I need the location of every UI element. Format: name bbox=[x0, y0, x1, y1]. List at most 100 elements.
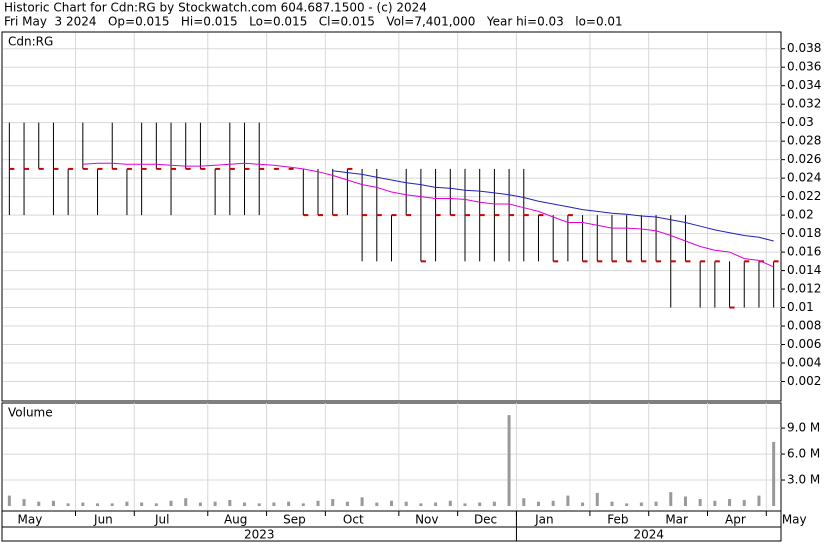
y-tick-label: 0.036 bbox=[787, 60, 821, 74]
volume-bar bbox=[316, 500, 320, 506]
volume-bar bbox=[184, 498, 188, 506]
volume-bar bbox=[625, 503, 629, 506]
volume-bar bbox=[581, 502, 585, 506]
volume-bar bbox=[419, 503, 423, 506]
y-tick-label: 0.018 bbox=[787, 226, 821, 240]
moving-average bbox=[332, 170, 774, 242]
volume-bar bbox=[22, 499, 26, 506]
volume-bar bbox=[669, 492, 673, 506]
x-tick-label: Dec bbox=[474, 513, 497, 527]
y-tick-label: 0.024 bbox=[787, 171, 821, 185]
volume-bar bbox=[257, 503, 261, 506]
volume-bar bbox=[492, 501, 496, 506]
y-tick-label: 0.032 bbox=[787, 97, 821, 111]
y-tick-label: 0.03 bbox=[787, 115, 814, 129]
x-tick-label: Apr bbox=[725, 513, 746, 527]
volume-bar bbox=[772, 441, 776, 506]
year-label: 2024 bbox=[633, 528, 664, 542]
volume-bar bbox=[404, 501, 408, 506]
x-tick-label: Sep bbox=[283, 513, 306, 527]
y-tick-label: 0.022 bbox=[787, 189, 821, 203]
volume-bar bbox=[331, 499, 335, 506]
panel-label: Cdn:RG bbox=[8, 35, 53, 49]
volume-bar bbox=[654, 501, 658, 506]
y-tick-label: 6.0 M bbox=[787, 447, 820, 461]
y-tick-label: 0.008 bbox=[787, 319, 821, 333]
volume-bar bbox=[448, 500, 452, 506]
volume-bar bbox=[96, 503, 100, 506]
x-tick-label: Jan bbox=[534, 513, 554, 527]
volume-bar bbox=[37, 501, 41, 506]
y-tick-label: 0.006 bbox=[787, 337, 821, 351]
volume-bar bbox=[125, 501, 129, 506]
chart-subtitle: Fri May 3 2024 Op=0.015 Hi=0.015 Lo=0.01… bbox=[4, 15, 623, 29]
y-tick-label: 0.012 bbox=[787, 282, 821, 296]
volume-bar bbox=[140, 502, 144, 506]
y-tick-label: 0.02 bbox=[787, 208, 814, 222]
chart-title: Historic Chart for Cdn:RG by Stockwatch.… bbox=[4, 1, 427, 15]
volume-bar bbox=[169, 500, 173, 506]
volume-bar bbox=[228, 499, 232, 506]
volume-bar bbox=[639, 502, 643, 506]
year-label: 2023 bbox=[244, 528, 275, 542]
y-tick-label: 0.038 bbox=[787, 41, 821, 55]
volume-bar bbox=[213, 501, 217, 506]
y-tick-label: 0.01 bbox=[787, 300, 814, 314]
volume-bar bbox=[198, 502, 202, 506]
y-tick-label: 0.002 bbox=[787, 374, 821, 388]
volume-bar bbox=[390, 500, 393, 506]
y-tick-label: 0.034 bbox=[787, 78, 821, 92]
x-tick-label: Feb bbox=[607, 513, 628, 527]
y-tick-label: 9.0 M bbox=[787, 421, 820, 435]
volume-bar bbox=[728, 499, 732, 506]
volume-bar bbox=[7, 495, 11, 506]
volume-bar bbox=[243, 502, 247, 506]
volume-bar bbox=[66, 503, 70, 506]
y-tick-label: 0.014 bbox=[787, 263, 821, 277]
volume-bar bbox=[81, 502, 85, 506]
volume-bar bbox=[742, 499, 746, 506]
y-tick-label: 0.026 bbox=[787, 152, 821, 166]
x-tick-label: Nov bbox=[415, 513, 438, 527]
volume-bar bbox=[51, 500, 55, 506]
date-axis bbox=[1, 510, 782, 542]
volume-label: Volume bbox=[8, 406, 53, 420]
volume-bar bbox=[110, 503, 114, 506]
y-tick-label: 3.0 M bbox=[787, 473, 820, 487]
x-tick-label: Aug bbox=[224, 513, 247, 527]
volume-bar bbox=[698, 499, 702, 506]
volume-bar bbox=[375, 502, 379, 506]
volume-bar bbox=[345, 501, 349, 506]
volume-bar bbox=[595, 493, 599, 506]
volume-bar bbox=[507, 415, 511, 506]
volume-bar bbox=[478, 502, 482, 506]
volume-bar bbox=[757, 495, 761, 506]
y-tick-label: 0.016 bbox=[787, 245, 821, 259]
x-tick-label: Jun bbox=[93, 513, 113, 527]
y-tick-label: 0.028 bbox=[787, 134, 821, 148]
volume-bar bbox=[683, 496, 687, 506]
volume-bar bbox=[610, 501, 614, 506]
volume-bar bbox=[536, 501, 540, 506]
volume-bar bbox=[154, 503, 158, 506]
price-panel bbox=[1, 31, 782, 402]
volume-bar bbox=[272, 502, 276, 506]
volume-bar bbox=[551, 500, 555, 506]
volume-bar bbox=[434, 502, 438, 506]
volume-bar bbox=[522, 498, 526, 506]
volume-bar bbox=[287, 501, 291, 506]
y-tick-label: 0.004 bbox=[787, 356, 821, 370]
volume-bar bbox=[713, 500, 717, 506]
volume-bar bbox=[301, 503, 305, 506]
moving-average bbox=[82, 162, 774, 268]
x-tick-label: Oct bbox=[343, 513, 364, 527]
x-tick-label: Jul bbox=[154, 513, 169, 527]
volume-bar bbox=[360, 497, 364, 506]
x-tick-label: May bbox=[782, 513, 807, 527]
x-tick-label: May bbox=[18, 513, 43, 527]
volume-bar bbox=[463, 503, 467, 506]
x-tick-label: Mar bbox=[665, 513, 688, 527]
volume-bar bbox=[566, 495, 570, 506]
